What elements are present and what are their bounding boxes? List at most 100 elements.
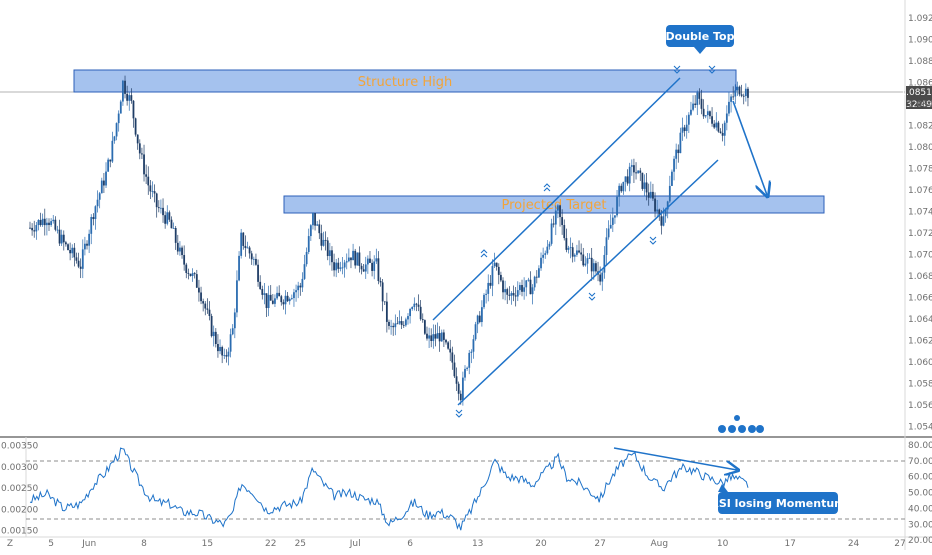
candle [647,183,650,206]
candle-body [740,94,743,96]
candle [504,280,507,301]
candle [694,95,697,108]
candle [607,220,610,240]
candle-body [100,180,103,194]
candle-body [480,307,483,323]
candle-body [696,92,699,105]
time-tick-label: Jul [349,539,361,549]
candle [561,209,564,235]
candle [436,322,439,339]
price-tick-label: 1.06600 [908,294,932,304]
rsi-tick-label: 80.00 [908,441,932,451]
candle [540,252,542,271]
candle [132,100,135,128]
candle [172,222,175,229]
candle-body [637,170,640,174]
candle [96,190,99,213]
candle [301,272,304,293]
candle-body [677,149,680,154]
candle [162,198,164,223]
candle [202,298,205,312]
candle [590,247,593,281]
candle [734,84,737,105]
candle [485,289,488,304]
candle-body [92,217,95,220]
candle [170,216,173,229]
candle [578,240,580,254]
candle-body [45,222,48,226]
candle [204,301,207,316]
structure-high-zone: Structure High [73,69,737,93]
candle [221,345,224,364]
candle-body [730,96,732,102]
candle [639,167,642,181]
candle [94,205,97,230]
candle-body [162,207,164,216]
candle-body [476,315,479,325]
candle-body [584,263,587,266]
candle-body [673,158,675,172]
candle [409,307,411,324]
price-tick-label: 1.07200 [908,229,932,239]
candle [491,259,494,297]
candle-body [533,276,536,288]
candle [451,346,454,370]
candle [206,298,209,314]
candle-body [578,250,580,253]
candle [77,252,80,269]
candle [31,223,34,236]
candle-body [654,198,656,212]
candle [554,205,557,236]
candle [305,247,308,267]
candle-body [734,90,737,97]
rsi-right-axis: 80.00 70.00 60.00 50.00 40.00 30.00 20.00 [908,441,932,546]
candle-body [529,279,532,295]
time-tick-label: 8 [141,539,147,549]
candle-body [240,232,243,256]
price-tick-label: 1.05800 [908,380,932,390]
candle-body [200,292,202,302]
candle [390,319,392,335]
candle-body [128,95,131,101]
candle [181,245,183,259]
candle-body [592,263,595,272]
candle-body [618,185,621,197]
candle [136,134,139,150]
candle-body [554,210,557,225]
candle-body [550,223,553,244]
candle-body [485,293,488,295]
candle-body [525,280,528,288]
candle-body [314,213,316,226]
candle [309,224,312,241]
candle [423,319,426,336]
candle-body [103,180,105,186]
candle-body [704,115,707,117]
candle-body [499,274,502,281]
candle-body [62,234,65,243]
candle-body [166,212,169,224]
candle [231,324,234,336]
candle-body [278,292,281,297]
candle [394,314,397,336]
candle-body [202,301,205,304]
candle-body [189,273,192,276]
candle [271,293,274,305]
candle-body [52,219,55,222]
candle [521,279,523,297]
candle [267,285,270,317]
candle-body [305,251,308,265]
candle-body [345,261,348,263]
candle [512,285,515,302]
candle [523,277,526,300]
candle-body [483,294,485,308]
candle-body [236,280,238,313]
candle [286,292,289,302]
candle [419,300,422,321]
candle [164,211,167,229]
candle-body [447,342,450,349]
candle [307,228,310,255]
candle [626,169,629,186]
candle [546,239,549,255]
candle-body [160,207,162,209]
candle-body [324,239,327,241]
